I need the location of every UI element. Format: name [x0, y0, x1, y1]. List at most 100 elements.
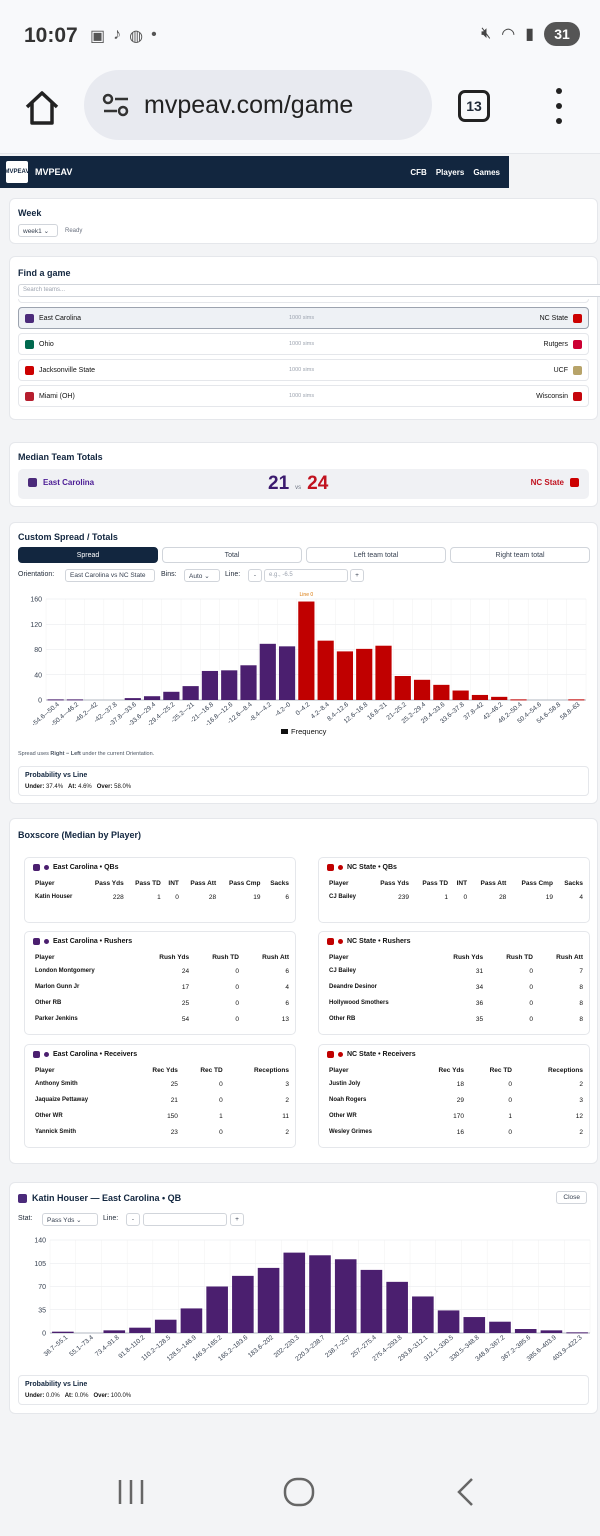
nav-link-games[interactable]: Games [473, 167, 500, 177]
table-cell: 228 [112, 893, 124, 901]
y-tick-label: 70 [38, 1284, 46, 1291]
bar [232, 1275, 254, 1333]
week-select[interactable]: week1 ⌄ [18, 224, 58, 237]
column-header: Rec Yds [438, 1067, 464, 1074]
x-tick-label: 238.7–257 [324, 1334, 352, 1359]
table-cell: 28 [499, 893, 507, 901]
team-logo-icon [25, 391, 34, 401]
find-game-title: Find a game [18, 268, 71, 278]
player-line-label: Line: [103, 1215, 119, 1222]
table-row[interactable]: Deandre Desinor 34 0 8 [327, 979, 585, 995]
table-cell: Parker Jenkins [35, 1016, 78, 1022]
column-header: Pass TD [135, 880, 161, 887]
subcard-title-text: East Carolina • Rushers [53, 938, 133, 945]
player-panel-card: Katin Houser — East Carolina • QB Close … [9, 1182, 598, 1414]
team-search-input[interactable]: Search teams... [18, 284, 600, 297]
tab-switcher-button[interactable]: 13 [458, 90, 490, 122]
table-cell: 0 [235, 1015, 239, 1023]
game-row[interactable]: Ohio 1000 sims Rutgers [18, 333, 589, 355]
bar [375, 645, 392, 700]
site-logo[interactable]: MVPEAV [5, 161, 29, 183]
address-bar[interactable]: mvpeav.com/game [84, 70, 432, 140]
table-cell: 0 [529, 967, 533, 975]
at-value: 0.0% [74, 1393, 89, 1399]
column-header: Sacks [564, 880, 583, 887]
game-sims: 1000 sims [289, 393, 315, 399]
week-status: Ready [65, 228, 83, 234]
table-row[interactable]: Jaquaize Pettaway 21 0 2 [33, 1092, 291, 1108]
column-header: Rec TD [489, 1067, 512, 1074]
table-row[interactable]: Other WR 150 1 11 [33, 1108, 291, 1124]
column-header: Rec Yds [152, 1067, 178, 1074]
table-row[interactable]: CJ Bailey 239 1 0 28 19 4 [327, 889, 585, 905]
table-cell: 4 [285, 983, 289, 991]
table-cell: 0 [508, 1096, 512, 1104]
table-row[interactable]: Other RB 35 0 8 [327, 1011, 585, 1027]
column-header: Rush Att [262, 954, 289, 961]
table-row[interactable]: Katin Houser 228 1 0 28 19 6 [33, 889, 291, 905]
column-header: Receptions [547, 1067, 583, 1074]
nav-link-players[interactable]: Players [435, 167, 465, 177]
tab-left-team-total[interactable]: Left team total [306, 547, 446, 563]
game-row[interactable]: Miami (OH) 1000 sims Wisconsin [18, 385, 589, 407]
home-icon[interactable] [22, 88, 62, 128]
table-row[interactable]: Noah Rogers 29 0 3 [327, 1092, 585, 1108]
table-cell: 6 [285, 967, 289, 975]
bar [103, 1330, 126, 1333]
player-line-increment-button[interactable]: + [230, 1213, 244, 1226]
table-row[interactable]: CJ Bailey 31 0 7 [327, 963, 585, 979]
game-right-team: NC State [539, 314, 568, 322]
bar [510, 699, 527, 701]
bins-select[interactable]: Auto ⌄ [184, 569, 220, 582]
table-row[interactable]: Parker Jenkins 54 0 13 [33, 1011, 291, 1027]
boxscore-title: Boxscore (Median by Player) [18, 830, 142, 840]
recent-apps-icon[interactable] [116, 1478, 146, 1506]
home-nav-icon[interactable] [282, 1476, 316, 1508]
table-row[interactable]: Justin Joly 18 0 2 [327, 1076, 585, 1092]
player-line-input[interactable] [143, 1213, 227, 1226]
subcard-title-text: NC State • Rushers [347, 938, 411, 945]
table-cell: 31 [475, 967, 484, 975]
line-annotation: Line 0 [300, 592, 314, 598]
table-cell: 19 [253, 893, 261, 901]
tab-right-team-total[interactable]: Right team total [450, 547, 590, 563]
tab-spread[interactable]: Spread [18, 547, 158, 563]
back-icon[interactable] [454, 1476, 478, 1508]
table-row[interactable]: Yannick Smith 23 0 2 [33, 1124, 291, 1140]
y-tick-label: 120 [30, 622, 42, 629]
game-sims: 1000 sims [289, 341, 315, 347]
table-row[interactable]: Other WR 170 1 12 [327, 1108, 585, 1124]
orientation-select[interactable]: East Carolina vs NC State [65, 569, 155, 582]
player-line-decrement-button[interactable]: - [126, 1213, 140, 1226]
boxscore-left-rushers: East Carolina • Rushers Player Rush Yds Rus… [24, 931, 296, 1035]
table-row[interactable]: London Montgomery 24 0 6 [33, 963, 291, 979]
table-cell: CJ Bailey [329, 894, 357, 900]
line-input[interactable]: e.g., -6.5 [264, 569, 348, 582]
nav-link-cfb[interactable]: CFB [410, 167, 427, 177]
table-row[interactable]: Other RB 25 0 6 [33, 995, 291, 1011]
site-settings-icon[interactable] [102, 93, 130, 117]
game-row[interactable]: East Carolina 1000 sims NC State [18, 307, 589, 329]
subcard-title: East Carolina • Rushers [33, 938, 132, 945]
url-text[interactable]: mvpeav.com/game [144, 90, 354, 119]
game-row[interactable]: Buffalo1000 simsMinnesota [18, 299, 589, 303]
team-logo-icon [573, 365, 582, 375]
line-decrement-button[interactable]: - [248, 569, 262, 582]
column-header: Rush TD [506, 954, 533, 961]
close-button[interactable]: Close [556, 1191, 587, 1204]
stat-select[interactable]: Pass Yds ⌄ [42, 1213, 98, 1226]
line-increment-button[interactable]: + [350, 569, 364, 582]
table-cell: Other WR [35, 1113, 63, 1119]
table-row[interactable]: Wesley Grimes 16 0 2 [327, 1124, 585, 1140]
brand-name[interactable]: MVPEAV [35, 167, 73, 177]
table-row[interactable]: Anthony Smith 25 0 3 [33, 1076, 291, 1092]
tab-total[interactable]: Total [162, 547, 302, 563]
browser-menu-icon[interactable] [554, 88, 564, 124]
bar [334, 1259, 357, 1333]
boxscore-right-qbs: NC State • QBs Player Pass Yds Pass TD INT Pa… [318, 857, 590, 923]
left-team-score: 21 [268, 473, 290, 494]
game-row[interactable]: Jacksonville State 1000 sims UCF [18, 359, 589, 381]
table-row[interactable]: Marlon Gunn Jr 17 0 4 [33, 979, 291, 995]
game-left-team: East Carolina [39, 314, 82, 322]
table-row[interactable]: Hollywood Smothers 36 0 8 [327, 995, 585, 1011]
